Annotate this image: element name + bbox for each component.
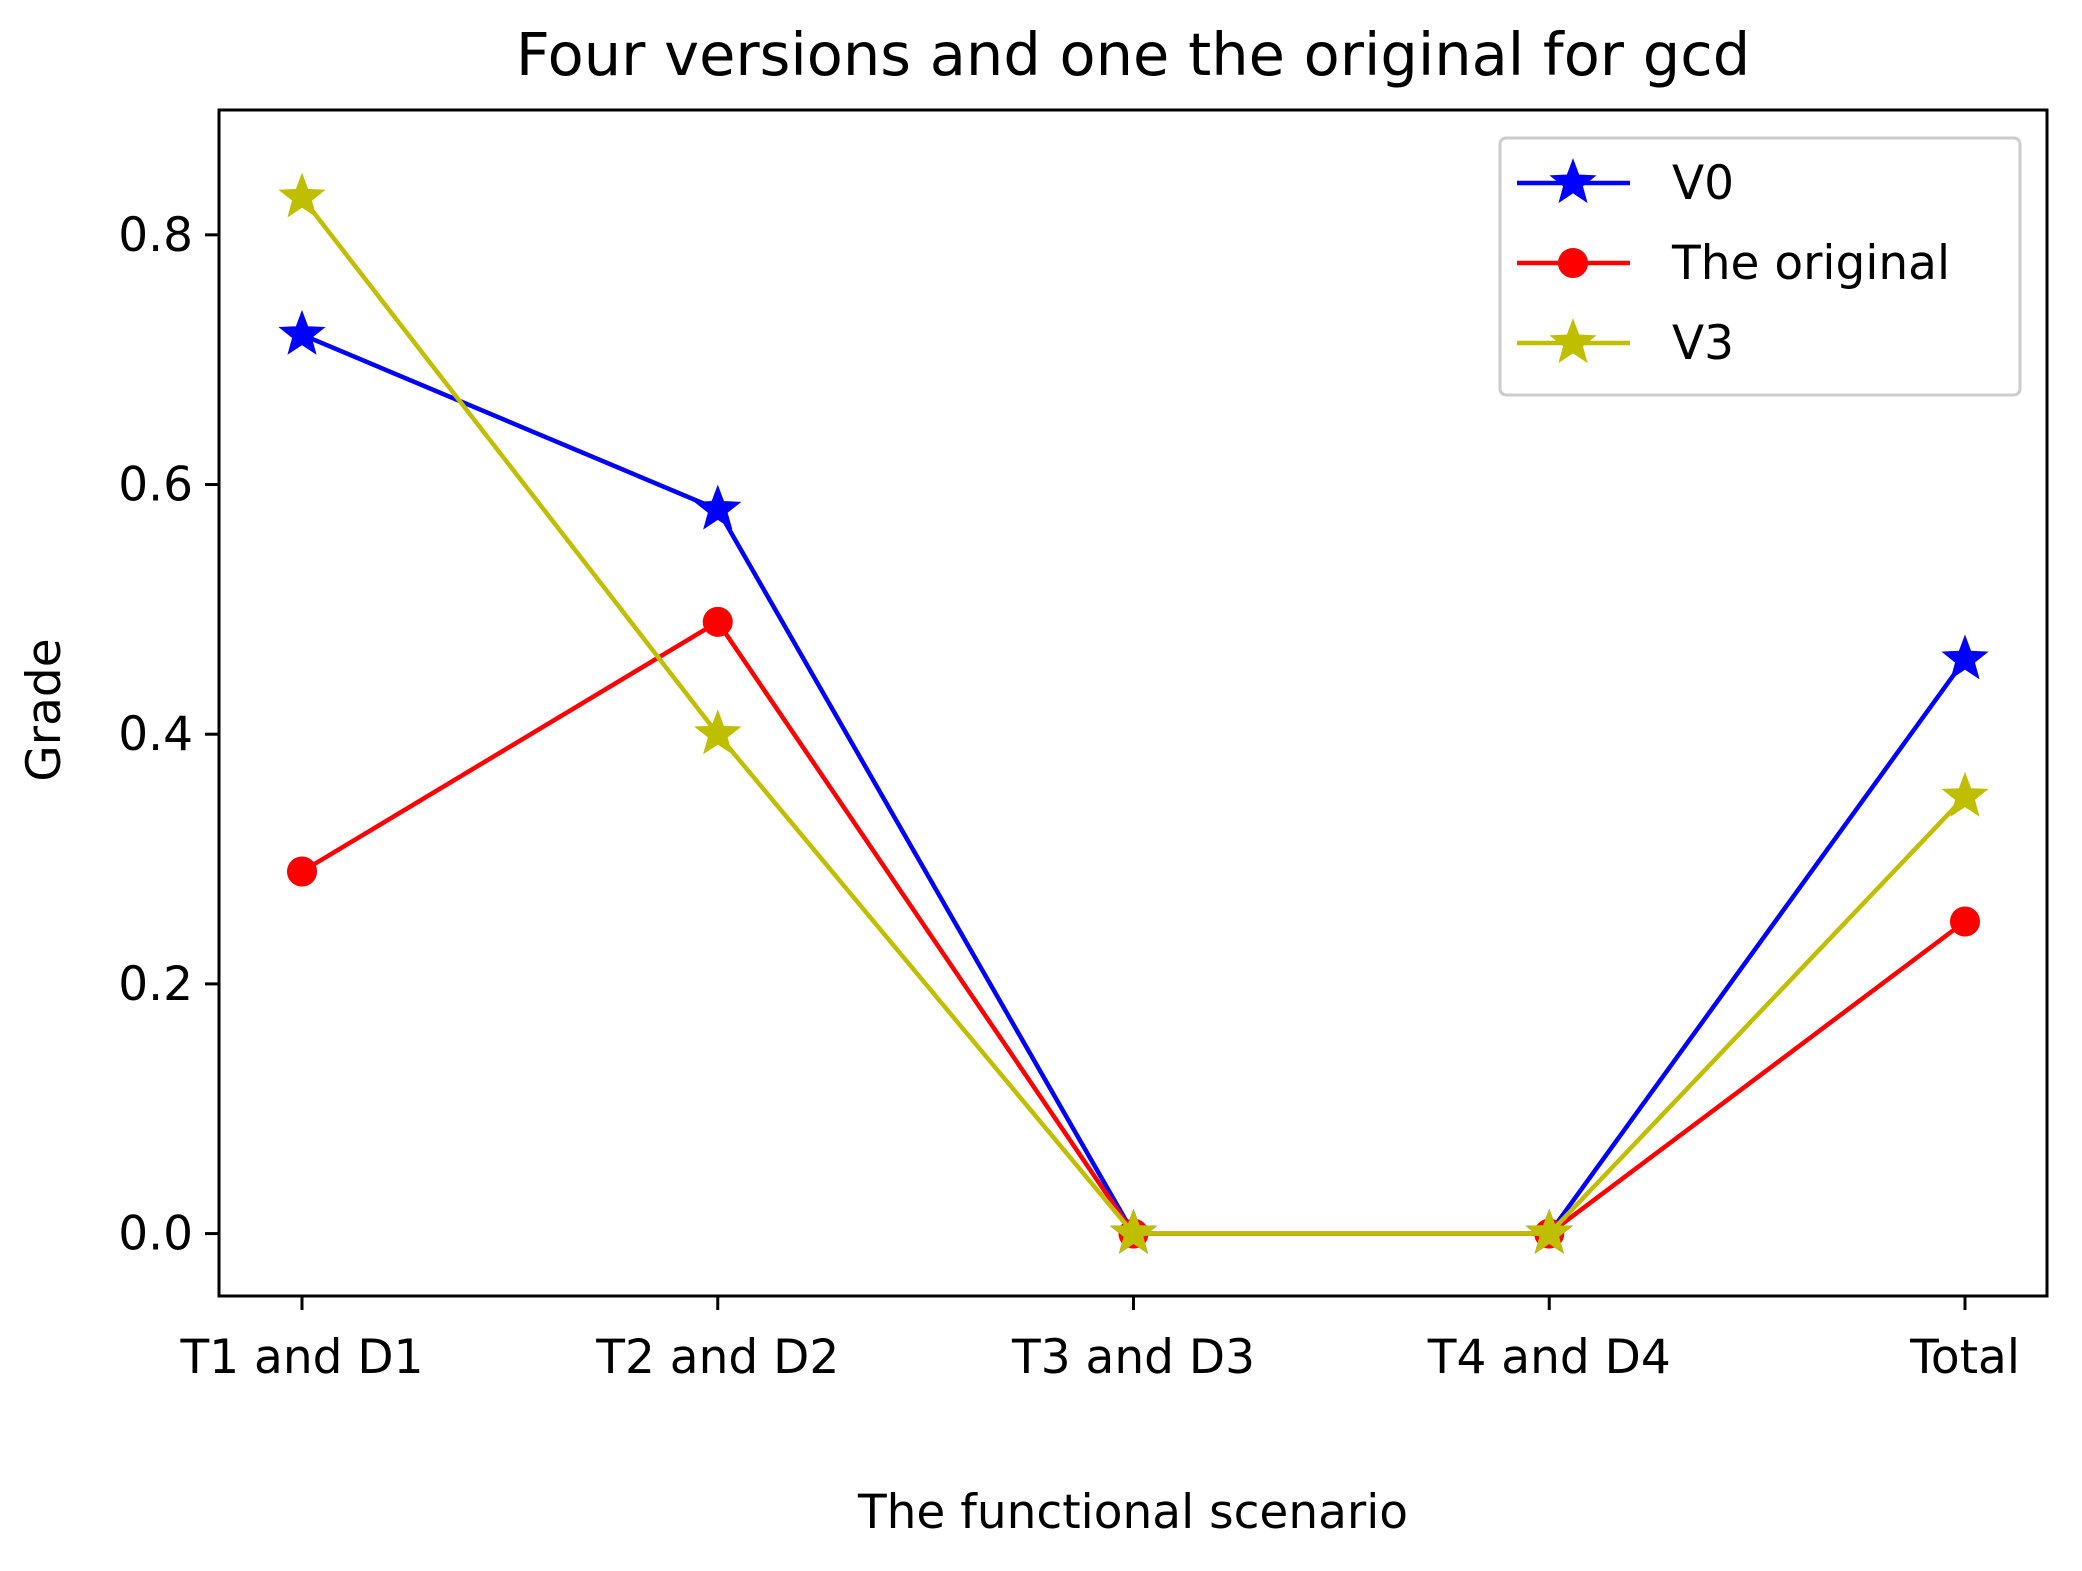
y-tick-label-3: 0.6 [118, 458, 193, 513]
chart-title: Four versions and one the original for g… [516, 20, 1750, 89]
series-0-point-1 [694, 484, 742, 530]
series-2-point-0 [278, 172, 326, 218]
legend-marker-0 [1549, 158, 1597, 204]
series-1-point-1 [702, 606, 733, 637]
series-2-point-4 [1941, 771, 1989, 817]
legend-label-2: V3 [1672, 316, 1734, 371]
x-axis-label: The functional scenario [857, 1485, 1408, 1540]
series-0-point-4 [1941, 634, 1989, 680]
legend-marker-1 [1558, 248, 1588, 278]
y-tick-label-1: 0.2 [118, 957, 193, 1012]
x-tick-label-1: T2 and D2 [595, 1330, 839, 1385]
y-tick-label-0: 0.0 [118, 1207, 193, 1262]
series-2-point-3 [1525, 1208, 1573, 1254]
x-tick-label-3: T4 and D4 [1427, 1330, 1671, 1385]
x-tick-label-0: T1 and D1 [179, 1330, 423, 1385]
x-tick-label-4: Total [1909, 1330, 2020, 1385]
plot-area [278, 172, 1989, 1254]
y-tick-label-4: 0.8 [118, 208, 193, 263]
y-axis-label: Grade [17, 638, 72, 781]
series-2-point-2 [1109, 1208, 1158, 1254]
y-tick-label-2: 0.4 [118, 707, 193, 762]
legend-label-0: V0 [1672, 156, 1734, 211]
legend-marker-2 [1549, 318, 1597, 364]
legend-label-1: The original [1671, 236, 1950, 291]
series-1-point-4 [1950, 906, 1980, 937]
legend-box [1498, 136, 2022, 397]
series-0-point-0 [278, 309, 326, 355]
x-tick-label-2: T3 and D3 [1011, 1330, 1255, 1385]
series-2-point-1 [694, 709, 742, 755]
series-1-point-0 [287, 856, 317, 887]
legend: V0 The original V3 [1498, 136, 2022, 397]
